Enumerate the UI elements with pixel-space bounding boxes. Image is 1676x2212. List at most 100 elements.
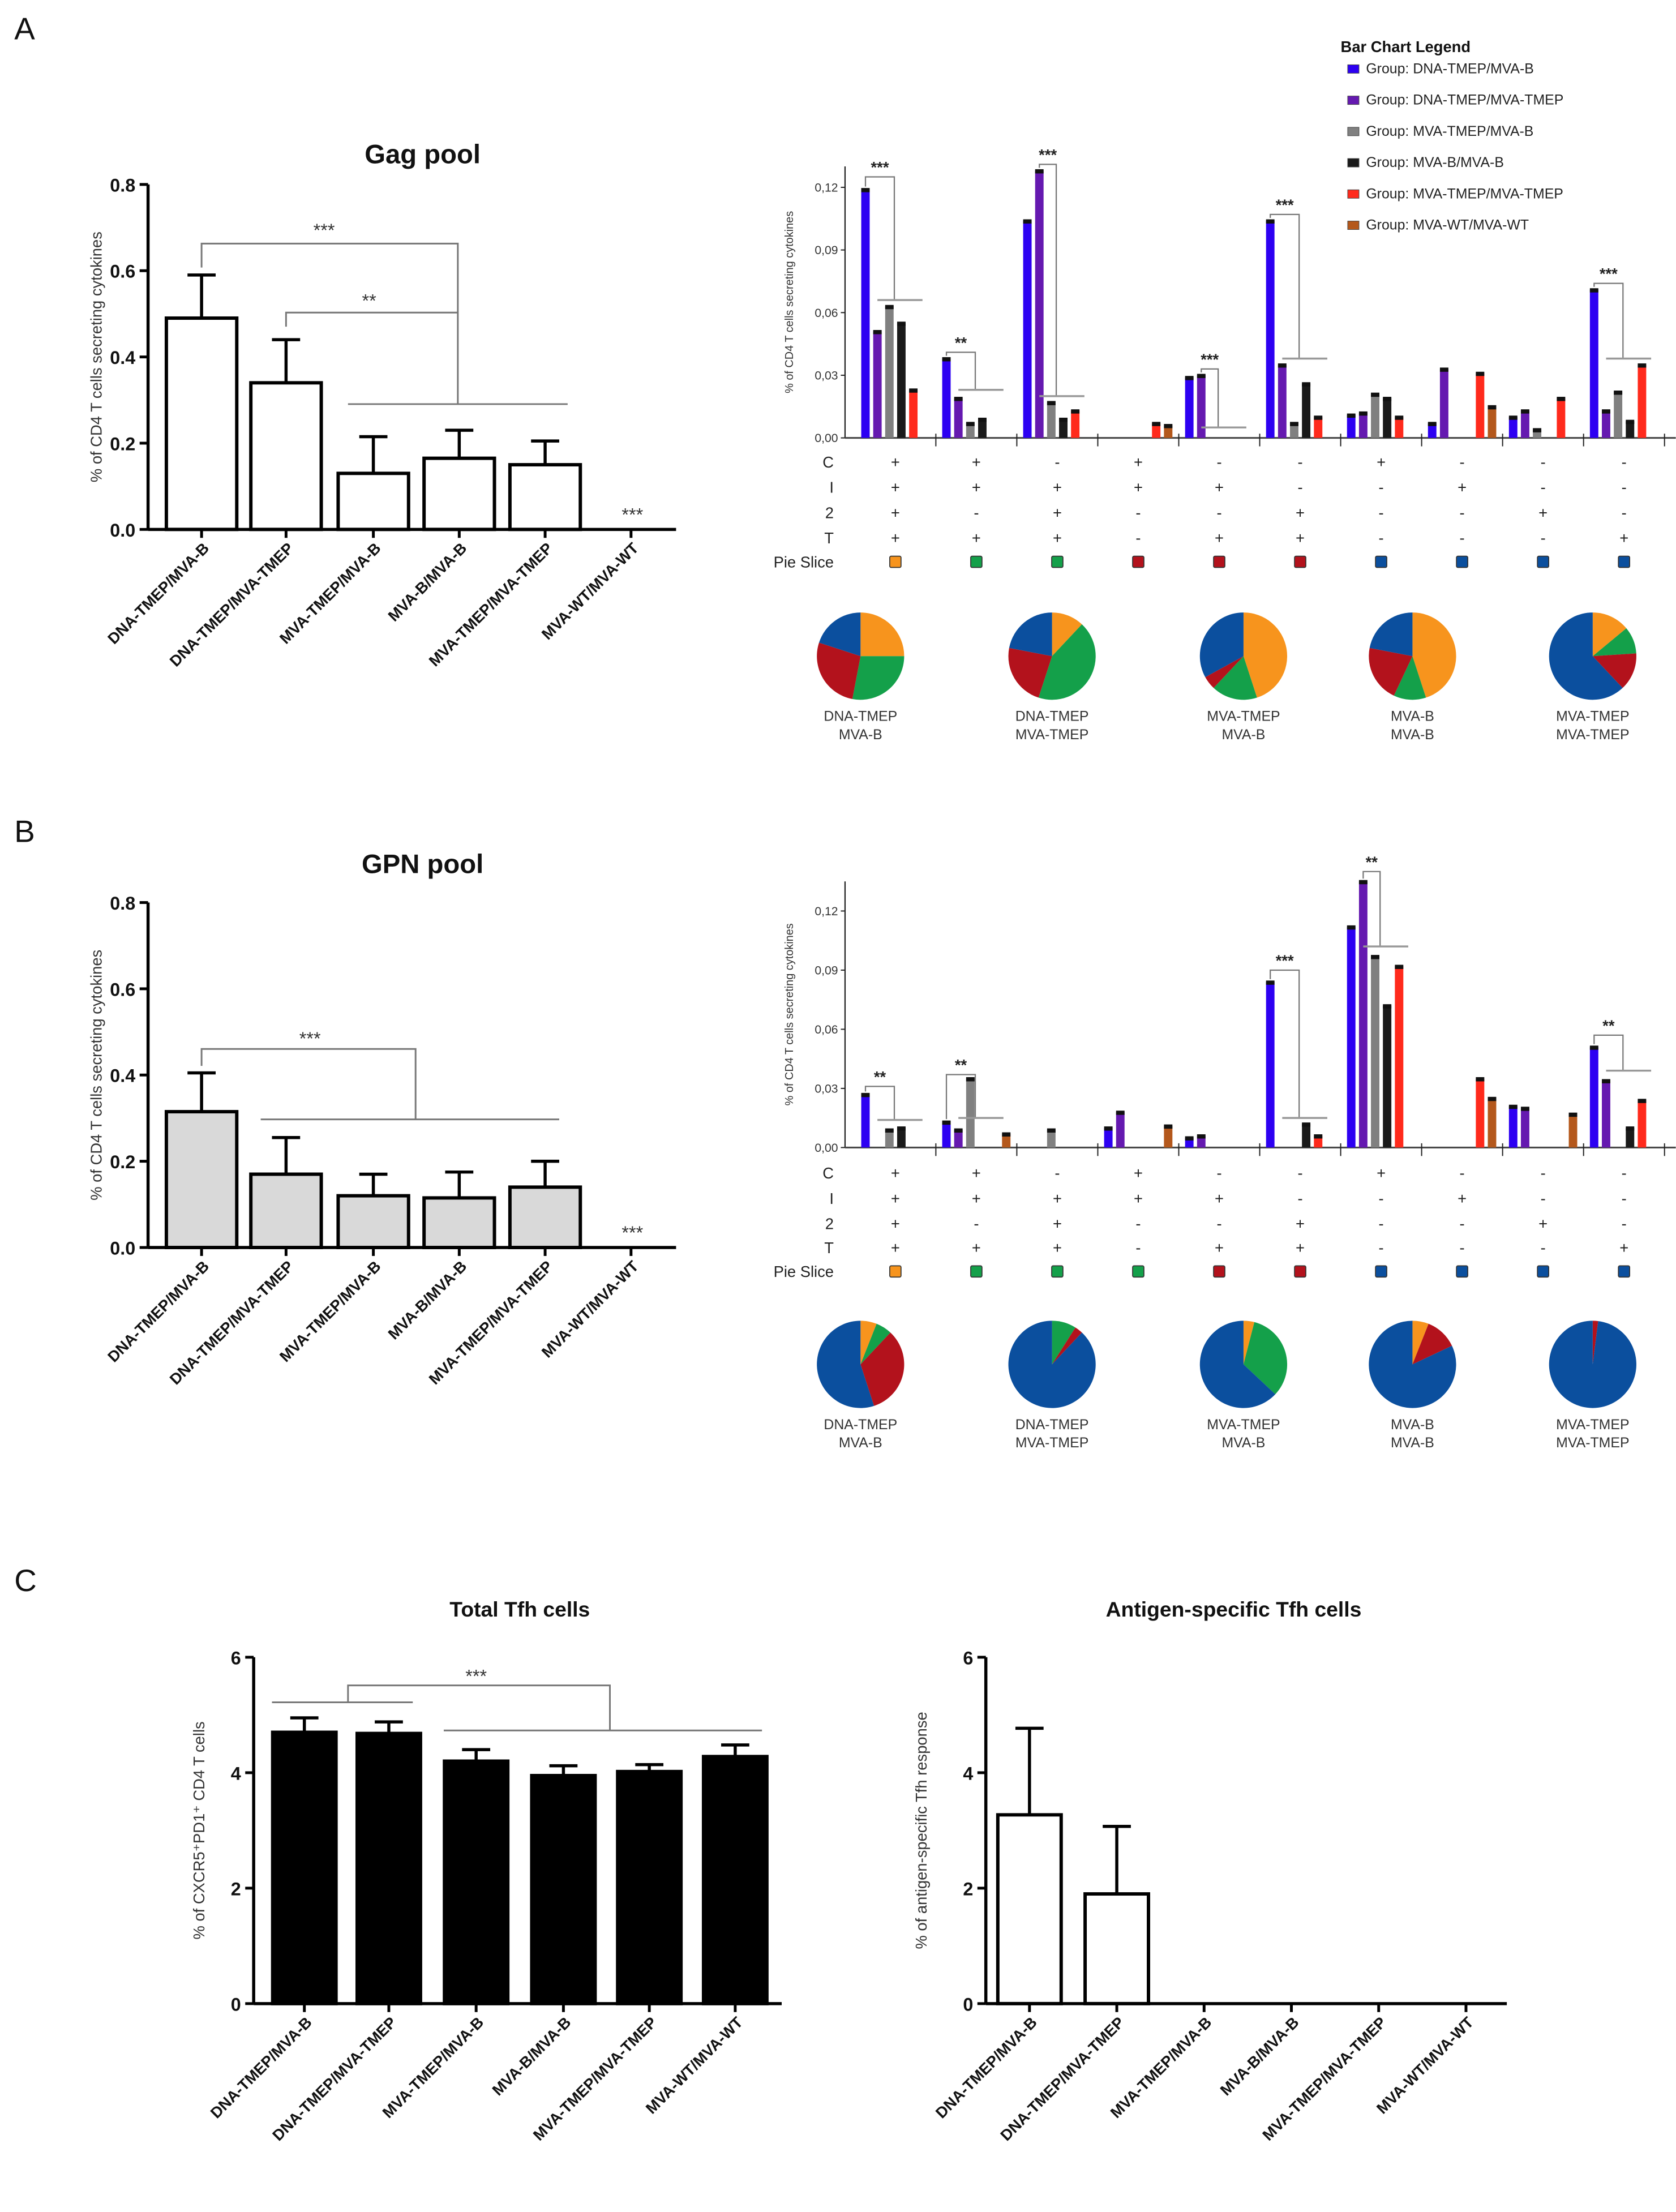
cytokine-row-label: T bbox=[824, 1239, 834, 1257]
error-bar-cap bbox=[1383, 1004, 1392, 1009]
bar bbox=[1626, 1128, 1635, 1148]
cytokine-symbol: + bbox=[1296, 1215, 1305, 1233]
panel-label-c: C bbox=[14, 1563, 37, 1598]
y-tick-label: 0,03 bbox=[815, 369, 838, 382]
cytokine-symbol: + bbox=[1053, 1190, 1062, 1207]
pie-slice-swatch bbox=[1213, 1265, 1225, 1278]
chart-title: Antigen-specific Tfh cells bbox=[1106, 1597, 1362, 1621]
error-bar-cap bbox=[1508, 415, 1518, 420]
significance-bracket bbox=[1270, 969, 1300, 1118]
pie-slice-swatch bbox=[889, 1265, 902, 1278]
bar bbox=[1071, 410, 1080, 438]
cytokine-symbol: - bbox=[1297, 1164, 1302, 1182]
significance-bracket bbox=[285, 311, 458, 327]
error-bar-cap bbox=[1589, 288, 1598, 293]
cytokine-symbol: - bbox=[1379, 1190, 1384, 1207]
pie-slice bbox=[1549, 612, 1623, 700]
cytokine-symbol: + bbox=[891, 479, 900, 496]
cytokine-symbol: + bbox=[1134, 1190, 1143, 1207]
cytokine-symbol: + bbox=[972, 1164, 981, 1182]
cytokine-symbol: + bbox=[972, 529, 981, 547]
error-bar-cap bbox=[1508, 1104, 1518, 1109]
pie-slice bbox=[1205, 656, 1244, 688]
cytokine-symbol: + bbox=[1458, 1190, 1467, 1207]
error-bar-cap bbox=[1104, 1126, 1113, 1131]
error-bar-cap bbox=[1164, 1124, 1173, 1129]
error-bar-cap bbox=[1602, 1079, 1610, 1083]
y-tick-label: 0.6 bbox=[110, 979, 135, 1000]
error-bar-cap bbox=[909, 388, 918, 393]
bar bbox=[1638, 1100, 1647, 1148]
y-axis-label: % of CD4 T cells secreting cytokines bbox=[783, 923, 796, 1105]
y-tick-label: 0,12 bbox=[815, 181, 838, 194]
pie-slice bbox=[860, 1323, 891, 1365]
cytokine-symbol: - bbox=[1055, 453, 1060, 471]
error-bar-cap bbox=[1520, 409, 1529, 414]
pie-label-line-2: MVA-B bbox=[1221, 1435, 1265, 1451]
cytokine-symbol: - bbox=[1216, 504, 1221, 521]
total-tfh-chart: Total Tfh cells % of CXCR5⁺PD1⁺ CD4 T cel… bbox=[190, 1597, 782, 2144]
cytokine-row-label: 2 bbox=[825, 1215, 834, 1233]
y-tick-label: 0.2 bbox=[110, 1152, 135, 1172]
chart-title: GPN pool bbox=[362, 849, 483, 879]
error-bar-cap bbox=[873, 330, 882, 335]
pie-label-line-1: DNA-TMEP bbox=[824, 1417, 897, 1433]
bar bbox=[1520, 1108, 1529, 1148]
error-bar-cap bbox=[1371, 392, 1379, 397]
pie-slice bbox=[860, 1332, 905, 1406]
pie-label-line-2: MVA-B bbox=[1391, 727, 1434, 743]
pie-slice-swatch bbox=[889, 555, 902, 568]
significance-stars: ** bbox=[362, 290, 377, 311]
bar bbox=[1520, 410, 1529, 438]
pie-slice-row-label: Pie Slice bbox=[774, 553, 834, 571]
cytokine-symbol: + bbox=[1053, 529, 1062, 547]
cytokine-symbol: + bbox=[1619, 529, 1628, 547]
error-bar-cap bbox=[1035, 169, 1044, 174]
cytokine-row-label: I bbox=[829, 1190, 834, 1207]
error-bar-cap bbox=[1290, 422, 1298, 426]
error-bar-cap bbox=[1589, 1045, 1598, 1050]
pie-slice-swatch bbox=[970, 1265, 983, 1278]
pie-chart: DNA-TMEP MVA-TMEP bbox=[1008, 612, 1096, 743]
bar bbox=[1266, 981, 1275, 1148]
gag-functional-chart: % of CD4 T cells secreting cytokines 0,00… bbox=[774, 146, 1676, 571]
cytokine-symbol: - bbox=[1460, 1164, 1465, 1182]
bar bbox=[861, 1094, 870, 1148]
significance-stars: ** bbox=[955, 1056, 967, 1074]
bar bbox=[1638, 365, 1647, 438]
cytokine-symbol: - bbox=[1460, 453, 1465, 471]
pie-label-line-1: MVA-TMEP bbox=[1207, 709, 1280, 725]
y-tick-label: 4 bbox=[231, 1763, 241, 1784]
cytokine-symbol: - bbox=[1622, 453, 1627, 471]
bar bbox=[508, 463, 582, 531]
y-tick-label: 0.4 bbox=[110, 1066, 135, 1086]
cytokine-symbol: - bbox=[1135, 1239, 1141, 1257]
y-tick-label: 0,12 bbox=[815, 905, 838, 918]
error-bar-cap bbox=[1358, 411, 1368, 416]
bar bbox=[954, 1130, 963, 1148]
cytokine-symbol: - bbox=[1216, 1215, 1221, 1233]
bar bbox=[1290, 423, 1298, 438]
cytokine-symbol: + bbox=[1053, 1215, 1062, 1233]
pie-slice bbox=[1592, 612, 1627, 657]
pie-label-line-2: MVA-B bbox=[1221, 727, 1265, 743]
cytokine-symbol: + bbox=[1458, 479, 1467, 496]
cytokine-symbol: - bbox=[1216, 1164, 1221, 1182]
bar bbox=[885, 1130, 894, 1148]
pie-label-line-1: DNA-TMEP bbox=[824, 709, 897, 725]
error-bar-cap bbox=[1476, 371, 1485, 376]
significance-bracket bbox=[1039, 164, 1057, 396]
cytokine-symbol: - bbox=[1216, 453, 1221, 471]
bar bbox=[897, 1128, 906, 1148]
cytokine-row-label: I bbox=[829, 479, 834, 496]
cytokine-symbol: + bbox=[1296, 504, 1305, 521]
cytokine-symbol: - bbox=[1379, 1215, 1384, 1233]
bar bbox=[1358, 881, 1368, 1148]
cytokine-symbol: - bbox=[1541, 453, 1546, 471]
pie-slice bbox=[1369, 612, 1413, 657]
cytokine-symbol: - bbox=[1622, 1190, 1627, 1207]
significance-stars: *** bbox=[314, 220, 335, 241]
error-bar-cap bbox=[1439, 367, 1448, 372]
bar bbox=[1557, 398, 1566, 438]
bar bbox=[1197, 1135, 1206, 1148]
